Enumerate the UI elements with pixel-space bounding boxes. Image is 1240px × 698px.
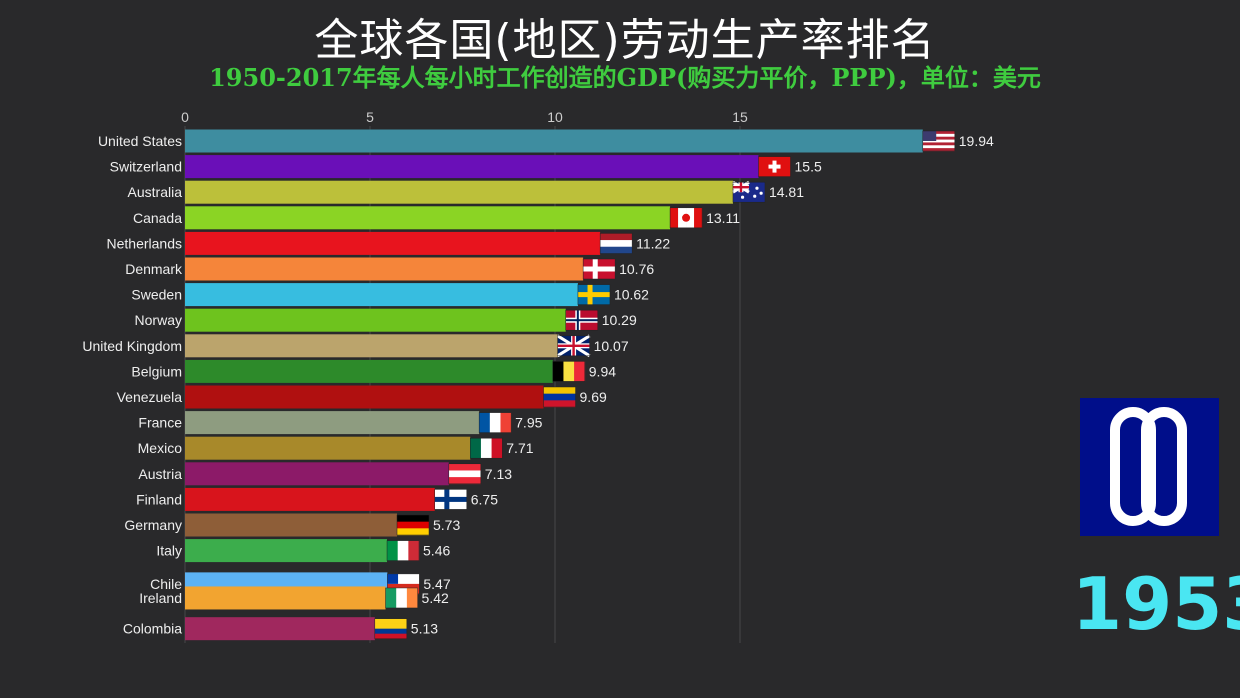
value-label: 7.71 — [506, 440, 533, 456]
flag-dk-icon — [582, 258, 616, 280]
bar-colombia — [185, 617, 375, 641]
value-label: 13.11 — [706, 210, 740, 226]
chart-title: 全球各国(地区)劳动生产率排名 — [314, 15, 936, 66]
double-loop-logo-icon — [1080, 398, 1219, 536]
flag-gb-icon — [556, 334, 591, 358]
flag-ve-icon — [543, 386, 576, 408]
bar-germany — [185, 513, 398, 537]
value-label: 7.13 — [485, 466, 512, 482]
category-label: Venezuela — [117, 389, 183, 405]
flag-ca-icon — [669, 207, 703, 229]
value-label: 5.73 — [433, 517, 460, 533]
bar-belgium — [185, 359, 553, 383]
category-label: Norway — [135, 312, 182, 328]
bar-australia — [185, 180, 733, 204]
category-label: Finland — [136, 491, 182, 507]
flag-ch-icon — [758, 156, 791, 177]
category-label: Australia — [128, 184, 183, 200]
category-label: United States — [98, 133, 182, 149]
flag-fr-icon — [478, 412, 512, 433]
flag-us-icon — [922, 130, 956, 152]
flag-at-icon — [448, 463, 482, 485]
value-label: 6.75 — [471, 491, 498, 507]
bar-canada — [185, 206, 671, 230]
bar-sweden — [185, 283, 578, 307]
bar-italy — [185, 539, 388, 563]
flag-nl-icon — [599, 233, 633, 254]
flag-au-icon — [732, 180, 766, 203]
flag-no-icon — [565, 309, 598, 331]
category-label: Colombia — [123, 621, 182, 637]
chart-subtitle: 1950-2017年每人每小时工作创造的GDP(购买力平价，PPP)，单位：美元 — [209, 63, 1041, 92]
bar-united-states — [185, 129, 923, 153]
category-label: France — [138, 415, 182, 431]
value-label: 7.95 — [515, 415, 542, 431]
bar-netherlands — [185, 231, 601, 255]
x-tick-label: 10 — [547, 109, 563, 125]
value-label: 19.94 — [959, 133, 994, 149]
category-label: Denmark — [125, 261, 183, 277]
value-label: 10.62 — [614, 287, 649, 303]
category-label: Sweden — [131, 287, 182, 303]
x-tick-label: 0 — [181, 109, 189, 125]
value-label: 9.94 — [589, 363, 616, 379]
bar-venezuela — [185, 385, 544, 409]
category-label: Mexico — [138, 440, 183, 456]
value-label: 9.69 — [580, 389, 607, 405]
value-label: 5.47 — [423, 576, 450, 592]
value-label: 15.5 — [795, 159, 822, 175]
bar-norway — [185, 308, 566, 332]
value-label: 11.22 — [636, 235, 670, 251]
flag-co-icon — [374, 618, 408, 639]
value-label: 5.46 — [423, 543, 450, 559]
bar-switzerland — [185, 155, 759, 179]
flag-be-icon — [552, 361, 586, 382]
category-label: Switzerland — [110, 159, 182, 175]
year-label: 1953 — [1072, 562, 1240, 646]
bar-france — [185, 411, 480, 435]
flag-fi-icon — [434, 489, 467, 510]
x-tick-label: 15 — [732, 109, 748, 125]
value-label: 10.29 — [602, 312, 637, 328]
category-label: Chile — [150, 576, 182, 592]
flag-ie-icon — [385, 587, 418, 609]
flag-de-icon — [396, 514, 430, 536]
value-label: 5.42 — [422, 590, 449, 606]
bar-united-kingdom — [185, 334, 558, 358]
value-label: 10.07 — [594, 338, 629, 354]
x-tick-label: 5 — [366, 109, 374, 125]
value-label: 5.13 — [411, 621, 438, 637]
bar-finland — [185, 487, 435, 511]
category-label: Italy — [156, 543, 182, 559]
bar-chart: 0 5 10 15 United States 19.94 Switzerland 15.5 A… — [82, 109, 994, 643]
bar-ireland — [185, 586, 386, 610]
bar-mexico — [185, 436, 471, 460]
bar-austria — [185, 462, 449, 486]
category-label: Canada — [133, 210, 182, 226]
category-label: Germany — [124, 517, 182, 533]
category-label: Netherlands — [107, 235, 183, 251]
category-label: Austria — [138, 466, 182, 482]
flag-it-icon — [386, 540, 420, 561]
category-label: Belgium — [131, 363, 182, 379]
value-label: 14.81 — [769, 184, 804, 200]
flag-mx-icon — [470, 437, 503, 459]
flag-se-icon — [577, 284, 611, 305]
category-label: Ireland — [139, 590, 182, 606]
bar-denmark — [185, 257, 584, 281]
value-label: 10.76 — [619, 261, 654, 277]
category-label: United Kingdom — [82, 338, 182, 354]
